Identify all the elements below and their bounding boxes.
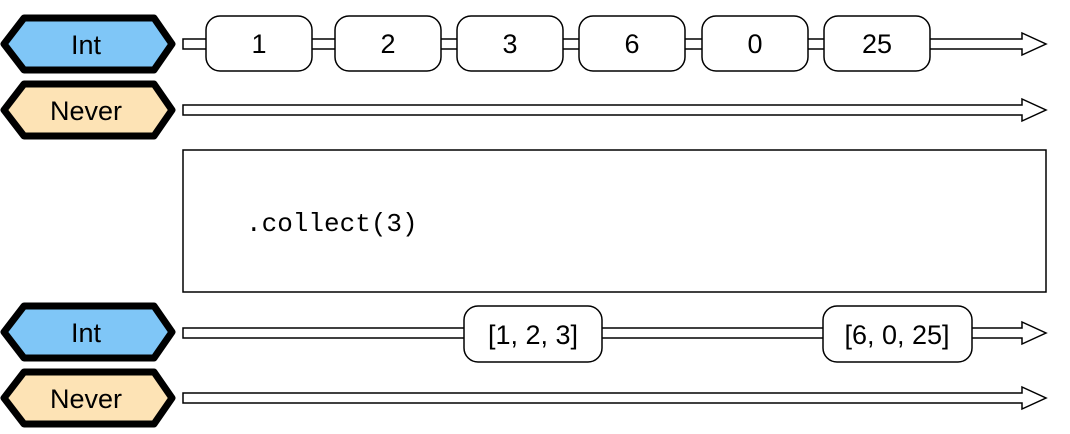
upstream-output-type-badge bbox=[0, 14, 176, 74]
upstream-failure-type-badge bbox=[0, 80, 176, 140]
upstream-value-6: 25 bbox=[823, 15, 931, 72]
upstream-failure-row: Never bbox=[0, 80, 1048, 140]
downstream-value-2: [6, 0, 25] bbox=[822, 305, 973, 363]
downstream-value-2-label: [6, 0, 25] bbox=[844, 320, 949, 350]
downstream-output-type-badge bbox=[0, 302, 176, 362]
downstream-output-stream-arrow bbox=[182, 320, 1048, 346]
upstream-value-2: 2 bbox=[334, 15, 442, 72]
upstream-output-row: Int 1 2 3 6 0 25 bbox=[0, 14, 1048, 74]
upstream-failure-stream-arrow bbox=[182, 97, 1048, 123]
upstream-value-4: 6 bbox=[578, 15, 686, 72]
downstream-value-1: [1, 2, 3] bbox=[463, 305, 603, 363]
upstream-value-5: 0 bbox=[701, 15, 809, 72]
downstream-output-type-label: Int bbox=[71, 318, 102, 348]
downstream-failure-type-badge bbox=[0, 368, 176, 428]
downstream-failure-row: Never bbox=[0, 368, 1048, 428]
upstream-value-3: 3 bbox=[456, 15, 564, 72]
operator-code: .collect(3) bbox=[246, 209, 418, 239]
upstream-value-2-label: 2 bbox=[380, 29, 395, 59]
upstream-failure-type-label: Never bbox=[50, 96, 122, 126]
downstream-value-1-label: [1, 2, 3] bbox=[488, 320, 578, 350]
upstream-value-4-label: 6 bbox=[624, 29, 639, 59]
downstream-failure-stream-arrow bbox=[182, 385, 1048, 411]
upstream-value-6-label: 25 bbox=[862, 29, 892, 59]
downstream-output-row: Int [1, 2, 3] [6, 0, 25] bbox=[0, 302, 1048, 363]
downstream-failure-type-label: Never bbox=[50, 384, 122, 414]
operator-box: .collect(3) bbox=[182, 149, 1047, 293]
upstream-output-type-label: Int bbox=[71, 30, 102, 60]
upstream-value-1: 1 bbox=[205, 15, 313, 72]
upstream-value-1-label: 1 bbox=[251, 29, 266, 59]
upstream-value-3-label: 3 bbox=[502, 29, 517, 59]
upstream-value-5-label: 0 bbox=[747, 29, 762, 59]
